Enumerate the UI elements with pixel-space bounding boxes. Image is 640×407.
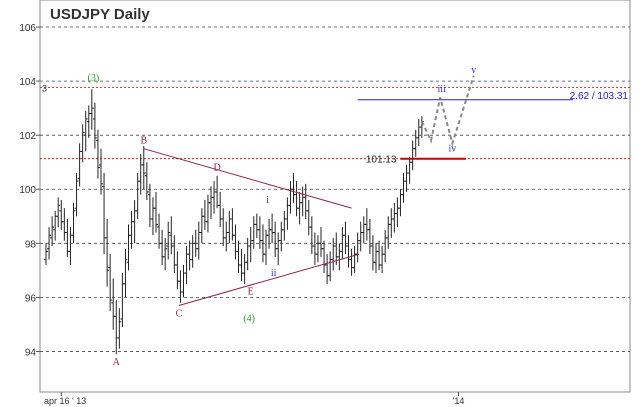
x-tick-label: '14	[453, 396, 465, 406]
wave-label: A	[113, 357, 121, 368]
chart-title: USDJPY Daily	[50, 6, 150, 23]
y-tick-label: 104	[19, 77, 36, 88]
wave-label: iv	[448, 143, 456, 154]
wave-label: v	[471, 65, 476, 76]
wave-label: (3)	[88, 73, 100, 84]
x-tick-label: apr 16 ' 13	[44, 396, 86, 406]
wave-label: D	[213, 162, 220, 173]
level-label: 101.13	[366, 155, 397, 166]
triangle-trendline	[143, 148, 352, 209]
y-tick-label: 94	[25, 347, 37, 358]
triangle-trendline	[178, 253, 360, 306]
projection-path	[420, 75, 475, 147]
y-tick-label: 96	[25, 293, 37, 304]
dotted-level-label: 3	[42, 84, 47, 94]
level-label: 2.62 / 103.31	[570, 91, 629, 102]
wave-label: E	[248, 287, 254, 298]
wave-label: (4)	[243, 314, 255, 325]
wave-label: C	[176, 308, 183, 319]
plot-frame	[39, 0, 631, 393]
y-tick-label: 98	[25, 239, 37, 250]
y-tick-label: 102	[19, 131, 36, 142]
wave-label: i	[266, 195, 269, 206]
y-tick-label: 106	[19, 23, 36, 34]
wave-label: B	[140, 135, 147, 146]
wave-label: ii	[271, 268, 277, 279]
wave-label: iii	[438, 84, 447, 95]
y-tick-label: 100	[19, 185, 36, 196]
